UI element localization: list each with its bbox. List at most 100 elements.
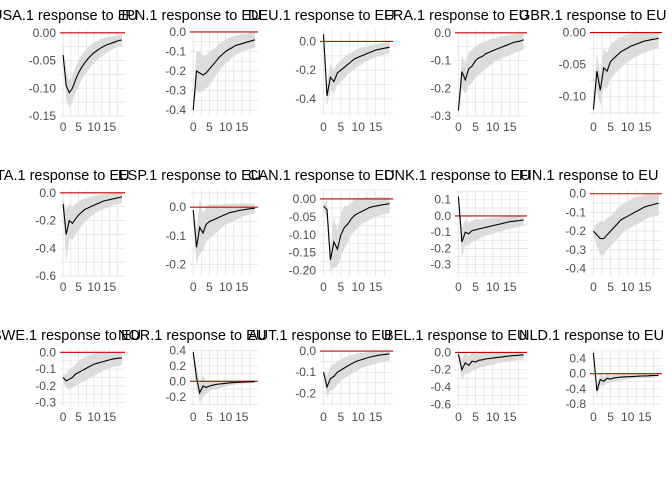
x-tick-label: 0 xyxy=(590,280,597,294)
y-tick-label: -0.1 xyxy=(35,362,56,376)
y-tick-label: -0.3 xyxy=(35,396,56,410)
y-tick-label: 0.4 xyxy=(169,344,186,358)
irf-line xyxy=(322,353,390,389)
y-tick-label: 0.0 xyxy=(299,344,316,358)
y-tick-label: -0.2 xyxy=(295,63,316,77)
x-tick-label: 10 xyxy=(352,280,366,294)
x-tick-label: 5 xyxy=(338,120,345,134)
x-tick-label: 15 xyxy=(235,410,249,424)
panel-title: DEU.1 response to EU xyxy=(248,8,395,24)
y-tick-label: -0.4 xyxy=(565,262,586,276)
x-tick-label: 10 xyxy=(87,410,101,424)
x-tick-label: 0 xyxy=(455,120,462,134)
y-tick-label: -0.05 xyxy=(289,210,317,224)
x-tick-label: 5 xyxy=(75,280,82,294)
y-tick-label: -0.6 xyxy=(430,397,451,411)
y-tick-label: -0.2 xyxy=(165,258,186,272)
y-tick-label: -0.2 xyxy=(430,241,451,255)
confidence-band xyxy=(593,32,659,113)
x-tick-label: 0 xyxy=(455,280,462,294)
irf-line xyxy=(62,357,122,382)
x-tick-label: 10 xyxy=(87,280,101,294)
panel-title: NLD.1 response to EU xyxy=(519,328,664,344)
y-tick-label: 0.1 xyxy=(434,193,451,207)
y-tick-label: 0.0 xyxy=(169,374,186,388)
irf-line xyxy=(62,39,122,94)
irf-panel: 0.1 0.0 -0.1 -0.2 -0.3 0 5 10 15 xyxy=(430,190,527,294)
y-tick-label: -0.2 xyxy=(35,379,56,393)
x-tick-label: 5 xyxy=(206,120,213,134)
x-tick-label: 0 xyxy=(190,120,197,134)
y-tick-label: -0.15 xyxy=(289,246,317,260)
y-tick-label: -0.10 xyxy=(289,228,317,242)
x-tick-label: 15 xyxy=(103,120,117,134)
y-tick-label: -0.10 xyxy=(559,90,587,104)
x-tick-label: 5 xyxy=(75,120,82,134)
y-tick-label: -0.3 xyxy=(430,109,451,123)
y-tick-label: -0.2 xyxy=(565,224,586,238)
y-tick-label: 0.0 xyxy=(434,209,451,223)
y-tick-label: 0.4 xyxy=(569,352,586,366)
x-tick-label: 0 xyxy=(320,280,327,294)
x-tick-label: 15 xyxy=(503,410,517,424)
y-tick-label: -0.15 xyxy=(29,109,57,123)
x-tick-label: 0 xyxy=(60,120,67,134)
x-tick-label: 15 xyxy=(638,120,652,134)
x-tick-label: 10 xyxy=(219,410,233,424)
y-tick-label: -0.1 xyxy=(565,205,586,219)
y-tick-label: -0.3 xyxy=(565,243,586,257)
x-tick-label: 0 xyxy=(190,410,197,424)
y-tick-label: -0.4 xyxy=(295,92,316,106)
irf-panel: 0.0 -0.1 -0.2 -0.3 -0.4 0 5 10 15 xyxy=(165,25,258,134)
x-tick-label: 0 xyxy=(455,410,462,424)
y-tick-label: 0.0 xyxy=(169,25,186,39)
x-tick-label: 0 xyxy=(190,280,197,294)
confidence-band xyxy=(458,352,524,381)
x-tick-label: 5 xyxy=(607,120,614,134)
y-tick-label: -0.6 xyxy=(35,269,56,283)
y-tick-label: -0.1 xyxy=(430,54,451,68)
x-tick-label: 5 xyxy=(206,280,213,294)
x-tick-label: 0 xyxy=(590,410,597,424)
confidence-band xyxy=(593,193,659,256)
x-tick-label: 15 xyxy=(503,120,517,134)
x-tick-label: 10 xyxy=(621,410,635,424)
grid xyxy=(320,30,393,116)
irf-line xyxy=(322,34,390,96)
y-tick-label: -0.1 xyxy=(165,45,186,59)
confidence-band xyxy=(63,192,122,263)
x-tick-label: 0 xyxy=(60,280,67,294)
confidence-band xyxy=(323,197,390,271)
y-tick-label: -0.3 xyxy=(430,258,451,272)
irf-line xyxy=(592,202,659,240)
irf-line xyxy=(457,39,524,111)
panel-title: DNK.1 response to EU xyxy=(384,168,531,184)
grid xyxy=(190,349,258,406)
y-tick-label: -0.05 xyxy=(29,54,57,68)
irf-panel: 0.0 -0.2 -0.4 0 5 10 15 xyxy=(295,30,393,134)
x-tick-label: 0 xyxy=(320,120,327,134)
panel-title: FRA.1 response to EU xyxy=(384,8,529,24)
confidence-band xyxy=(193,198,255,265)
y-tick-label: -0.2 xyxy=(430,363,451,377)
x-tick-label: 10 xyxy=(352,120,366,134)
x-tick-label: 15 xyxy=(638,280,652,294)
x-tick-label: 10 xyxy=(621,120,635,134)
y-tick-label: 0.0 xyxy=(169,200,186,214)
y-tick-label: -0.1 xyxy=(295,365,316,379)
x-tick-label: 5 xyxy=(472,410,479,424)
irf-panel: 0.0 -0.2 -0.4 -0.6 0 5 10 15 xyxy=(35,186,125,294)
y-tick-label: 0.0 xyxy=(39,345,56,359)
y-tick-label: -0.20 xyxy=(289,264,317,278)
x-tick-label: 5 xyxy=(338,280,345,294)
panel-title: BEL.1 response to EU xyxy=(384,328,527,344)
confidence-band xyxy=(193,350,255,403)
x-tick-label: 5 xyxy=(472,280,479,294)
panel-title: ESP.1 response to EU xyxy=(118,168,261,184)
y-tick-label: -0.2 xyxy=(165,64,186,78)
confidence-band xyxy=(323,31,390,106)
confidence-band xyxy=(63,352,122,390)
irf-panel: 0.0 -0.1 -0.2 -0.3 -0.4 0 5 10 15 xyxy=(565,187,662,294)
y-tick-label: 0.00 xyxy=(293,192,317,206)
